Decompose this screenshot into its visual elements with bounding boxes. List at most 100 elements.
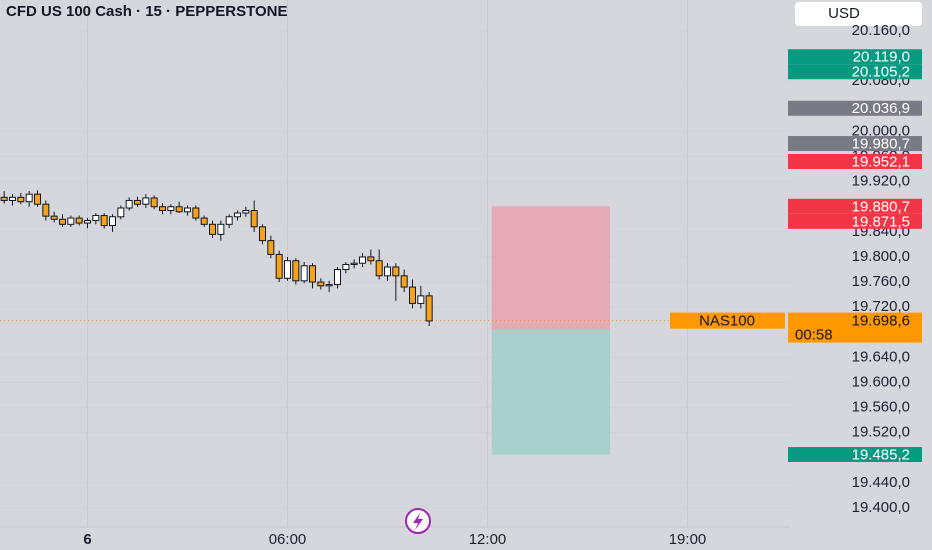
price-label-box bbox=[788, 447, 922, 463]
candle bbox=[417, 285, 425, 309]
y-tick-label: 19.800,0 bbox=[852, 248, 910, 265]
currency-button[interactable] bbox=[795, 2, 922, 26]
y-tick-label: 19.640,0 bbox=[852, 348, 910, 365]
candle-body bbox=[209, 223, 216, 235]
candle bbox=[409, 279, 416, 309]
candle bbox=[259, 224, 266, 245]
candle bbox=[242, 206, 250, 217]
candle-body bbox=[59, 218, 66, 225]
candle-body bbox=[325, 284, 333, 287]
candle bbox=[92, 213, 100, 225]
candle-body bbox=[167, 206, 175, 212]
y-tick-label: 19.760,0 bbox=[852, 273, 910, 290]
candle-body bbox=[242, 210, 250, 214]
icon-bolt bbox=[413, 513, 423, 530]
candle-body bbox=[50, 215, 58, 220]
candle bbox=[34, 190, 41, 207]
symbol-label: NAS100 bbox=[699, 313, 755, 330]
price-label-box bbox=[788, 49, 922, 65]
candle-body bbox=[225, 216, 233, 225]
candle-body bbox=[75, 217, 83, 224]
candle-body bbox=[367, 256, 375, 262]
candle-body bbox=[125, 199, 133, 209]
y-tick-label: 19.560,0 bbox=[852, 399, 910, 416]
price-label: 20.036,9 bbox=[852, 100, 910, 117]
candle-body bbox=[275, 253, 283, 279]
candle bbox=[25, 191, 33, 207]
candle-body bbox=[267, 240, 275, 255]
price-label-box bbox=[788, 198, 922, 214]
candle-body bbox=[317, 281, 325, 287]
candle-body bbox=[9, 196, 16, 201]
candle bbox=[142, 194, 150, 208]
target-zone bbox=[491, 330, 610, 455]
candle-body bbox=[92, 215, 100, 222]
candle-body bbox=[284, 260, 291, 279]
candle-body bbox=[409, 286, 416, 304]
candle bbox=[350, 259, 358, 269]
lightning-icon[interactable] bbox=[405, 508, 431, 534]
candle-body bbox=[192, 207, 200, 219]
candle bbox=[17, 192, 25, 205]
candle-body bbox=[300, 265, 308, 282]
candle bbox=[334, 266, 341, 289]
candle bbox=[100, 213, 108, 229]
y-tick-label: 19.520,0 bbox=[852, 424, 910, 441]
stop-zone bbox=[491, 206, 610, 331]
candle bbox=[317, 278, 325, 290]
candle bbox=[309, 263, 316, 289]
candle-body bbox=[292, 260, 300, 282]
candle bbox=[400, 269, 408, 293]
countdown-label: 00:58 bbox=[795, 327, 833, 344]
candle bbox=[42, 200, 50, 221]
current-price-box bbox=[788, 312, 922, 343]
candle-body bbox=[150, 197, 158, 208]
candle bbox=[59, 214, 66, 227]
candle bbox=[109, 214, 116, 232]
candle bbox=[292, 258, 300, 285]
candle bbox=[275, 250, 283, 283]
currency-label: USD bbox=[828, 5, 860, 22]
y-tick-label: 19.400,0 bbox=[852, 499, 910, 516]
candle bbox=[217, 220, 225, 241]
candle bbox=[200, 215, 208, 227]
candle bbox=[342, 261, 350, 274]
candle bbox=[425, 292, 433, 326]
candle bbox=[0, 191, 8, 204]
candle bbox=[117, 205, 125, 220]
candle-body bbox=[334, 269, 341, 286]
candle bbox=[267, 235, 275, 259]
candle bbox=[234, 210, 241, 221]
current-price-label: 19.698,6 bbox=[852, 313, 910, 330]
candle-body bbox=[142, 197, 150, 205]
candle bbox=[250, 200, 258, 232]
candle-body bbox=[417, 295, 425, 304]
candle-body bbox=[34, 193, 41, 205]
candle bbox=[300, 261, 308, 284]
candle bbox=[192, 205, 200, 221]
candle bbox=[167, 204, 175, 215]
candle-body bbox=[134, 199, 141, 205]
price-label: 20.119,0 bbox=[853, 49, 910, 66]
y-tick-label: 20.160,0 bbox=[852, 22, 910, 39]
candle-body bbox=[100, 215, 108, 227]
candle-body bbox=[159, 206, 166, 212]
candle bbox=[384, 263, 391, 281]
candle-body bbox=[200, 217, 208, 225]
candle-body bbox=[175, 206, 183, 213]
candle bbox=[159, 202, 166, 215]
y-tick-label: 20.000,0 bbox=[852, 122, 910, 139]
candle-body bbox=[425, 295, 433, 322]
candle-body bbox=[350, 262, 358, 265]
candle-body bbox=[0, 196, 8, 201]
candle-body bbox=[384, 266, 391, 277]
price-label: 19.485,2 bbox=[852, 446, 910, 463]
candle-body bbox=[217, 223, 225, 235]
candle-body bbox=[67, 217, 75, 225]
x-tick-label: 6 bbox=[83, 531, 91, 548]
symbol-box bbox=[670, 312, 785, 329]
candle-body bbox=[359, 256, 366, 264]
candle-body bbox=[259, 226, 266, 242]
y-tick-label: 19.720,0 bbox=[852, 298, 910, 315]
